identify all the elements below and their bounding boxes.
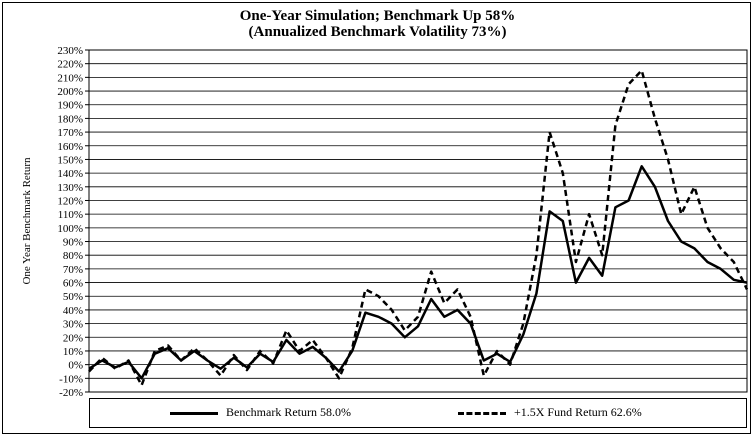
y-tick-label: 130% xyxy=(57,182,83,194)
legend-item-benchmark: Benchmark Return 58.0% xyxy=(170,405,351,420)
y-tick-label: 140% xyxy=(57,168,83,180)
plot-area-border xyxy=(88,49,748,393)
y-tick-label: 90% xyxy=(63,237,83,249)
y-tick-label: 160% xyxy=(57,141,83,153)
y-tick-label: 70% xyxy=(63,264,83,276)
y-tick-label: 150% xyxy=(57,154,83,166)
y-tick-label: 190% xyxy=(57,100,83,112)
y-tick-label: -10% xyxy=(59,373,83,385)
y-tick-label: 100% xyxy=(57,223,83,235)
series-lines xyxy=(88,69,749,387)
y-tick-label: 220% xyxy=(57,59,83,71)
legend-label-benchmark: Benchmark Return 58.0% xyxy=(226,405,351,419)
gridlines xyxy=(89,49,747,393)
y-tick-label: 230% xyxy=(57,45,83,57)
solid-line-swatch xyxy=(170,411,218,415)
y-tick-label: 40% xyxy=(63,305,83,317)
legend-item-fund: +1.5X Fund Return 62.6% xyxy=(458,405,642,420)
y-tick-label: 30% xyxy=(63,319,83,331)
y-tick-label: 200% xyxy=(57,86,83,98)
y-tick-label: 0% xyxy=(68,360,83,372)
y-tick-label: -20% xyxy=(59,387,83,399)
y-axis-label: One Year Benchmark Return xyxy=(21,157,33,285)
y-tick-label: 210% xyxy=(57,72,83,84)
dashed-line-swatch xyxy=(458,411,506,415)
y-tick-label: 180% xyxy=(57,113,83,125)
chart-subtitle: (Annualized Benchmark Volatility 73%) xyxy=(248,24,507,40)
y-axis-ticks: -20% -10%0% 10% 20%30% 40% 50%60% 70% 80%90% 100… xyxy=(57,45,89,399)
y-tick-label: 170% xyxy=(57,127,83,139)
legend: Benchmark Return 58.0% +1.5X Fund Return… xyxy=(89,398,747,428)
y-tick-label: 50% xyxy=(63,291,83,303)
series-line-benchmark xyxy=(88,165,748,380)
y-tick-label: 10% xyxy=(63,346,83,358)
series-line-fund xyxy=(88,69,749,387)
chart-title: One-Year Simulation; Benchmark Up 58% xyxy=(239,8,516,24)
y-tick-label: 120% xyxy=(57,195,83,207)
legend-label-fund: +1.5X Fund Return 62.6% xyxy=(514,405,642,419)
y-tick-label: 60% xyxy=(63,278,83,290)
y-tick-label: 80% xyxy=(63,250,83,262)
y-tick-label: 20% xyxy=(63,332,83,344)
y-tick-label: 110% xyxy=(58,209,83,221)
